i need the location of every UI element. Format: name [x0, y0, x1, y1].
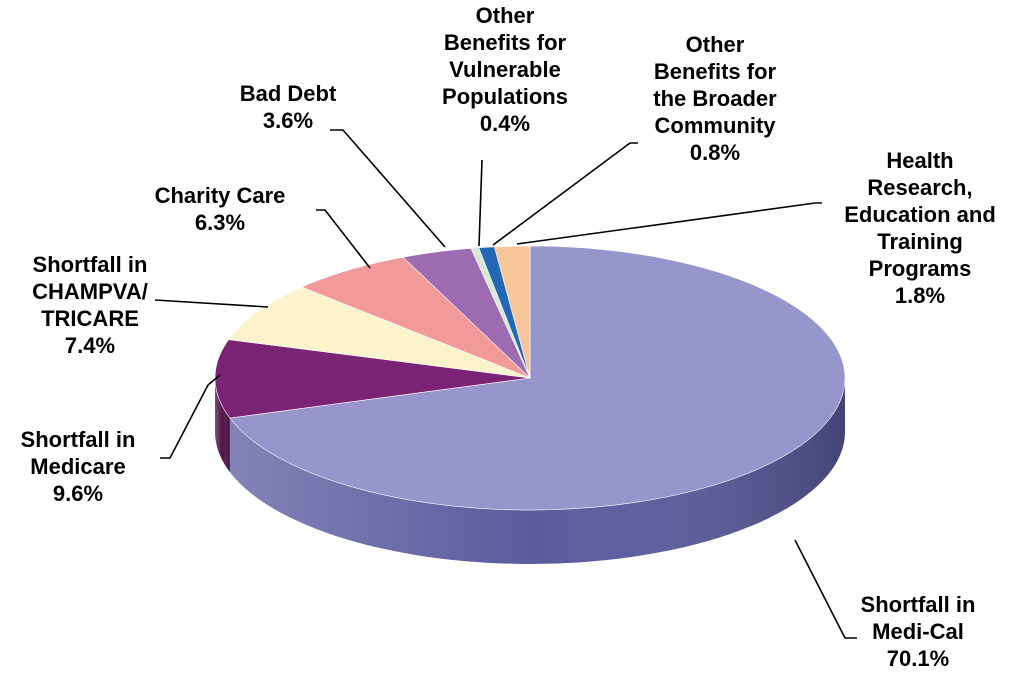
slice-value-label: 6.3% [195, 210, 245, 235]
slice-name-label: Shortfall in [861, 592, 976, 617]
leader-line [794, 539, 857, 639]
leader-line [516, 202, 822, 245]
slice-name-label: Medicare [30, 454, 125, 479]
pie-slice [229, 245, 846, 511]
slice-label: Other Benefits for the Broader Community 0.8… [653, 32, 777, 165]
slice-name-label: Education and [844, 202, 996, 227]
leader-line [492, 142, 638, 246]
slice-name-label: Shortfall in [21, 427, 136, 452]
slice-label: Other Benefits for Vulnerable Populations 0.… [442, 3, 568, 136]
slice-value-label: 0.8% [690, 140, 740, 165]
slice-label: Bad Debt 3.6% [240, 81, 337, 133]
slice-name-label: Training [877, 229, 963, 254]
slice-name-label: Shortfall in [33, 252, 148, 277]
pie-slice [300, 256, 531, 379]
slice-labels: Shortfall in Medi-Cal 70.1%Shortfall in Med… [21, 3, 996, 671]
slice-name-label: Health [886, 148, 953, 173]
leader-lines [154, 129, 857, 639]
slice-name-label: Bad Debt [240, 81, 337, 106]
leader-line [330, 129, 446, 248]
pie-slice [228, 286, 531, 379]
slice-value-label: 0.4% [480, 111, 530, 136]
leader-line [154, 299, 269, 308]
slice-name-label: CHAMPVA/ [32, 279, 148, 304]
leader-line [316, 209, 371, 269]
slice-label: Shortfall in Medi-Cal 70.1% [861, 592, 976, 671]
slice-name-label: Benefits for [654, 59, 777, 84]
slice-label: Charity Care 6.3% [155, 183, 286, 235]
pie-slice-side-shade [215, 378, 230, 473]
slice-value-label: 1.8% [895, 283, 945, 308]
pie-slice-side-shade [229, 378, 845, 564]
pie-tops [214, 245, 846, 511]
slice-name-label: Vulnerable [449, 57, 561, 82]
slice-value-label: 3.6% [263, 108, 313, 133]
slice-name-label: Community [655, 113, 777, 138]
slice-value-label: 9.6% [53, 481, 103, 506]
slice-label: Health Research, Education and Training Prog… [844, 148, 996, 308]
pie-slice [494, 245, 531, 379]
leader-line [478, 159, 483, 247]
slice-name-label: Research, [867, 175, 972, 200]
slice-name-label: Medi-Cal [872, 619, 964, 644]
slice-name-label: the Broader [653, 86, 777, 111]
slice-name-label: Other [686, 32, 745, 57]
slice-label: Shortfall in Medicare 9.6% [21, 427, 136, 506]
slice-name-label: TRICARE [41, 306, 139, 331]
slice-label: Shortfall in CHAMPVA/TRICARE 7.4% [32, 252, 148, 358]
slice-value-label: 7.4% [65, 333, 115, 358]
slice-name-label: Charity Care [155, 183, 286, 208]
slice-value-label: 70.1% [887, 646, 949, 671]
slice-name-label: Populations [442, 84, 568, 109]
leader-line [160, 374, 221, 459]
slice-name-label: Other [476, 3, 535, 28]
pie-sides [215, 378, 845, 564]
slice-name-label: Benefits for [444, 30, 567, 55]
slice-name-label: Programs [869, 256, 972, 281]
